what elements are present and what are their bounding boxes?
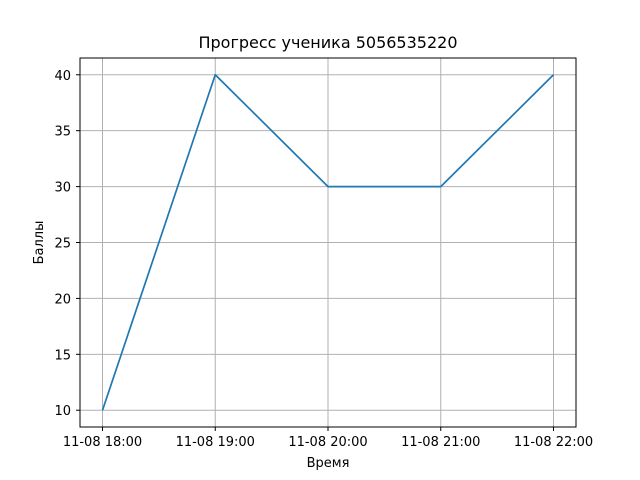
x-tick-label: 11-08 20:00 xyxy=(288,435,367,450)
x-axis-title: Время xyxy=(307,456,350,471)
x-tick-label: 11-08 18:00 xyxy=(63,435,142,450)
chart-title: Прогресс ученика 5056535220 xyxy=(198,33,457,52)
y-tick-label: 15 xyxy=(54,348,71,363)
series-line xyxy=(101,73,555,411)
x-tick-label: 11-08 19:00 xyxy=(176,435,255,450)
series-layer xyxy=(101,73,555,411)
y-tick-label: 20 xyxy=(54,292,71,307)
ticks: 11-08 18:00 11-08 19:00 11-08 20:00 11-08 2… xyxy=(54,69,593,450)
x-tick-label: 11-08 22:00 xyxy=(514,435,593,450)
x-tick-label: 11-08 21:00 xyxy=(401,435,480,450)
y-axis-title: Баллы xyxy=(32,221,47,265)
y-tick-label: 40 xyxy=(54,69,71,84)
y-tick-label: 25 xyxy=(54,237,71,252)
y-tick-label: 10 xyxy=(54,404,71,419)
y-tick-label: 35 xyxy=(54,125,71,140)
y-tick-label: 30 xyxy=(54,181,71,196)
grid xyxy=(80,58,576,427)
